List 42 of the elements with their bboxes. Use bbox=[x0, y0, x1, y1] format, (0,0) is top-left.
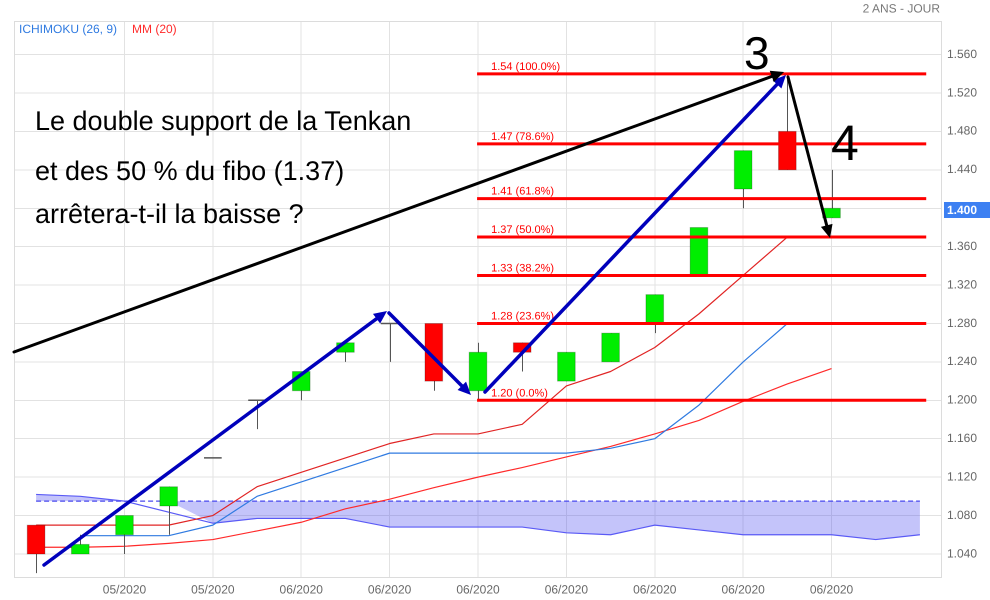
y-tick-label: 1.120 bbox=[947, 469, 978, 484]
candlestick bbox=[70, 534, 90, 554]
y-tick-label: 1.520 bbox=[947, 85, 978, 100]
ref-line-label: 1.28 (23.6%) bbox=[491, 310, 554, 322]
ref-line-label: 1.37 (50.0%) bbox=[491, 224, 554, 236]
ref-line-label: 1.54 (100.0%) bbox=[491, 60, 560, 73]
x-tick-label: 06/2020 bbox=[721, 582, 766, 597]
annotation: Le double support de la Tenkan bbox=[35, 106, 412, 136]
ref-line-label: 1.41 (61.8%) bbox=[491, 186, 554, 198]
y-tick-label: 1.240 bbox=[947, 354, 978, 368]
y-tick-label: 1.080 bbox=[947, 508, 978, 522]
y-tick-label: 1.160 bbox=[947, 431, 978, 446]
candlestick bbox=[380, 322, 400, 362]
y-tick-label: 1.480 bbox=[947, 124, 978, 138]
y-tick-label: 1.320 bbox=[947, 277, 978, 292]
x-tick-label: 06/2020 bbox=[456, 582, 500, 597]
y-tick-label: 1.360 bbox=[947, 238, 978, 253]
y-tick-label: 1.560 bbox=[947, 46, 978, 61]
text: 1.400 bbox=[947, 202, 978, 217]
ref-line-label: 1.47 (78.6%) bbox=[491, 130, 554, 143]
y-tick-label: 1.440 bbox=[947, 162, 978, 176]
chart-subtitle: 2 ANS - JOUR bbox=[862, 1, 940, 16]
x-tick-label: 06/2020 bbox=[810, 582, 854, 597]
x-tick-label: 05/2020 bbox=[191, 582, 235, 597]
x-tick-label: 05/2020 bbox=[102, 582, 146, 597]
ref-line-label: 1.20 (0.0%) bbox=[491, 387, 548, 400]
annotation: arrêtera-t-il la baisse ? bbox=[35, 199, 304, 229]
candlestick bbox=[159, 486, 178, 536]
text: MM (20) bbox=[132, 22, 177, 36]
x-tick-label: 06/2020 bbox=[633, 582, 677, 597]
x-tick-label: 06/2020 bbox=[368, 582, 412, 597]
y-tick-label: 1.280 bbox=[947, 316, 978, 330]
text: ICHIMOKU (26, 9) bbox=[19, 22, 118, 36]
ref-line-label: 1.33 (38.2%) bbox=[491, 262, 554, 274]
annotation: et des 50 % du fibo (1.37) bbox=[35, 156, 344, 186]
x-tick-label: 06/2020 bbox=[544, 582, 588, 597]
x-tick-label: 06/2020 bbox=[280, 582, 324, 597]
y-tick-label: 1.040 bbox=[947, 546, 978, 560]
candlestick bbox=[247, 400, 267, 430]
annotation: 3 bbox=[744, 27, 770, 79]
candlestick bbox=[115, 515, 134, 554]
y-tick-label: 1.200 bbox=[947, 392, 978, 407]
